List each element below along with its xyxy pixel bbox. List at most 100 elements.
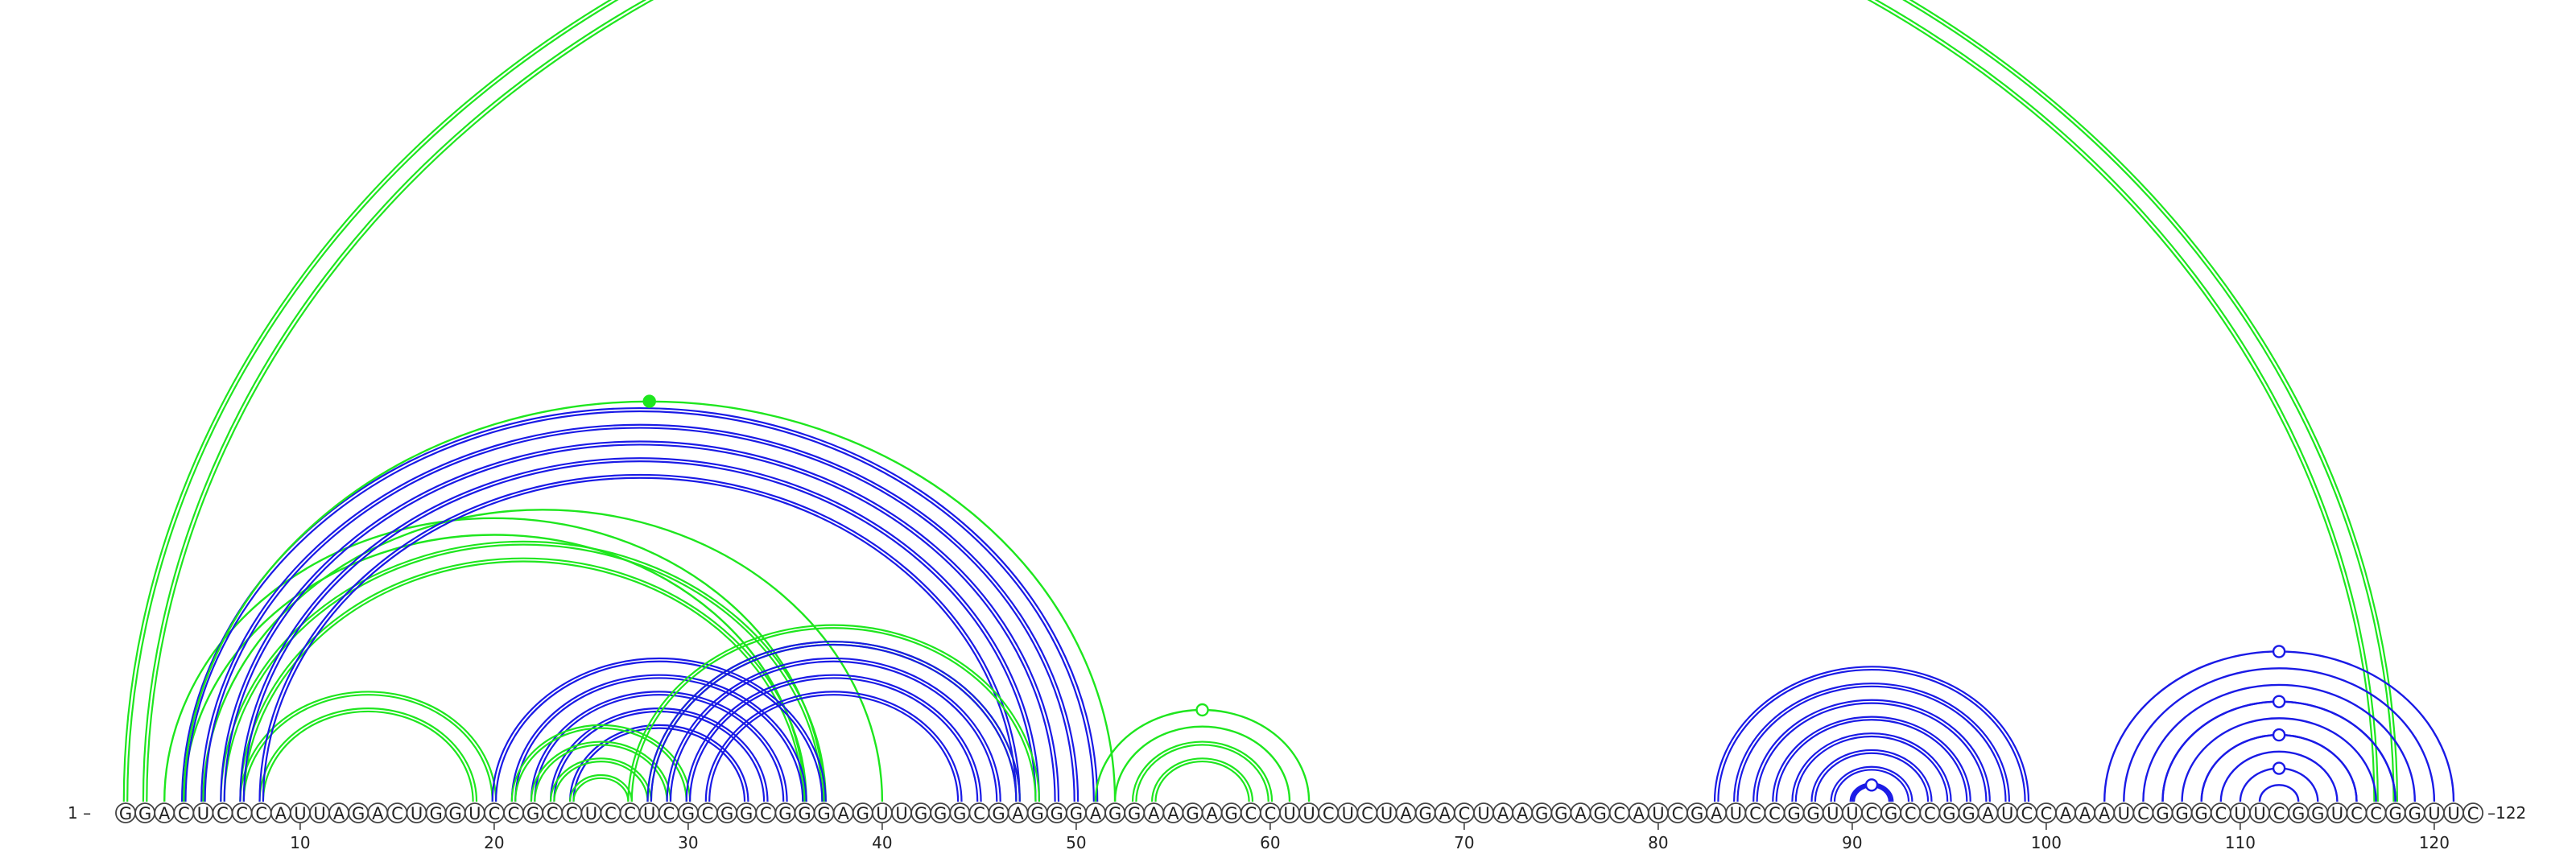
arc-marker-blue-14-0 (2272, 695, 2286, 708)
nucleotide-letter: G (1186, 804, 1199, 823)
arc-blue-7-48-outer (239, 457, 1040, 802)
nucleotide-letter: U (2234, 804, 2246, 823)
arc-blue-6-49-outer (220, 440, 1060, 802)
nucleotide-letter: G (2195, 804, 2208, 823)
nucleotide-31: C (697, 802, 718, 823)
nucleotide-letter: C (1924, 804, 1936, 823)
arc-green-54-59-inner (1154, 761, 1250, 802)
nucleotide-letter: G (2311, 804, 2324, 823)
nucleotide-107: G (2171, 802, 2193, 823)
nucleotide-letter: U (1652, 804, 1664, 823)
nucleotide-letter: A (1090, 804, 1102, 823)
nucleotide-letter: U (469, 804, 481, 823)
arc-green-6-37-inner (223, 543, 824, 802)
nucleotide-letter: A (1148, 804, 1160, 823)
tick-label-40: 40 (872, 833, 892, 852)
nucleotide-27: C (619, 802, 641, 823)
sequence-end-label: –122 (2487, 803, 2526, 823)
nucleotide-33: G (736, 802, 758, 823)
nucleotide-letter: A (1206, 804, 1218, 823)
arc-marker-green-10-0 (1195, 703, 1209, 717)
nucleotide-32: G (716, 802, 737, 823)
nucleotide-24: C (561, 802, 583, 823)
nucleotide-106: G (2152, 802, 2174, 823)
nucleotide-letter: G (1108, 804, 1121, 823)
nucleotide-letter: A (2099, 804, 2111, 823)
nucleotide-41: U (891, 802, 912, 823)
arc-blue-87-95-outer (1791, 732, 1952, 802)
arc-green-23-28-inner (553, 761, 649, 802)
arc-blue-28-47-inner (650, 643, 1018, 802)
nucleotide-letter: U (585, 804, 597, 823)
nucleotide-letter: C (1323, 804, 1335, 823)
nucleotide-35: G (774, 802, 796, 823)
nucleotide-56: G (1182, 802, 1203, 823)
nucleotide-60: C (1260, 802, 1281, 823)
nucleotide-58: G (1220, 802, 1242, 823)
nucleotide-letter: C (1769, 804, 1781, 823)
nucleotide-79: A (1628, 802, 1649, 823)
arc-blue-5-50-inner (204, 427, 1075, 802)
nucleotide-letter: C (1749, 804, 1761, 823)
arc-green-21-30-outer (510, 724, 691, 802)
nucleotide-letter: A (1400, 804, 1412, 823)
arc-green-8-19-inner (262, 710, 474, 802)
nucleotide-16: U (406, 802, 427, 823)
nucleotide-96: G (1958, 802, 1979, 823)
arc-green-27-48-outer (627, 624, 1040, 802)
nucleotide-10: U (289, 802, 311, 823)
nucleotide-letter: A (159, 804, 171, 823)
nucleotide-121: U (2443, 802, 2464, 823)
tick-label-80: 80 (1648, 833, 1668, 852)
arc-blue-107-117 (2181, 717, 2377, 802)
nucleotide-52: G (1104, 802, 1125, 823)
nucleotide-102: A (2074, 802, 2096, 823)
nucleotide-94: C (1919, 802, 1941, 823)
nucleotide-51: A (1085, 802, 1106, 823)
nucleotide-69: A (1434, 802, 1455, 823)
nucleotide-letter: C (391, 804, 403, 823)
arc-blue-86-96-outer (1772, 716, 1971, 802)
nucleotide-1: G (115, 802, 136, 823)
arc-blue-86-96-inner (1775, 719, 1968, 802)
nucleotide-14: A (367, 802, 389, 823)
arc-green-22-29-outer (530, 740, 672, 802)
nucleotide-letter: U (876, 804, 888, 823)
nucleotide-93: C (1900, 802, 1922, 823)
arc-green-27-48-inner (630, 627, 1037, 802)
nucleotide-29: C (658, 802, 679, 823)
arc-marker-green-5-0 (642, 394, 656, 408)
nucleotide-89: U (1822, 802, 1843, 823)
nucleotide-103: A (2094, 802, 2116, 823)
nucleotide-letter: G (1535, 804, 1548, 823)
nucleotide-46: G (988, 802, 1009, 823)
nucleotide-letter: C (217, 804, 229, 823)
nucleotide-letter: C (2215, 804, 2227, 823)
nucleotide-letter: C (2137, 804, 2149, 823)
nucleotide-letter: G (1051, 804, 1063, 823)
nucleotide-letter: C (973, 804, 985, 823)
nucleotide-40: U (872, 802, 893, 823)
nucleotide-letter: C (2370, 804, 2382, 823)
arc-blue-104-120 (2123, 667, 2436, 802)
nucleotide-20: C (484, 802, 505, 823)
nucleotide-17: G (425, 802, 447, 823)
nucleotide-letter: C (2273, 804, 2285, 823)
nucleotide-77: G (1589, 802, 1611, 823)
arc-blue-21-36-outer (510, 674, 807, 802)
nucleotide-letter: C (624, 804, 636, 823)
nucleotide-letter: A (372, 804, 384, 823)
arc-blue-29-46-outer (666, 657, 1001, 802)
arc-green-53-60-inner (1135, 744, 1269, 802)
nucleotide-57: A (1201, 802, 1223, 823)
nucleotide-95: G (1938, 802, 1960, 823)
nucleotide-letter: G (1787, 804, 1800, 823)
arc-marker-blue-inner-1 (2272, 761, 2286, 775)
nucleotide-114: G (2307, 802, 2329, 823)
nucleotide-letter: G (2156, 804, 2169, 823)
nucleotide-letter: U (313, 804, 325, 823)
arc-blue-28-47-outer (646, 641, 1021, 802)
nucleotide-37: G (813, 802, 835, 823)
arc-green-1-118-inner (126, 0, 2395, 802)
